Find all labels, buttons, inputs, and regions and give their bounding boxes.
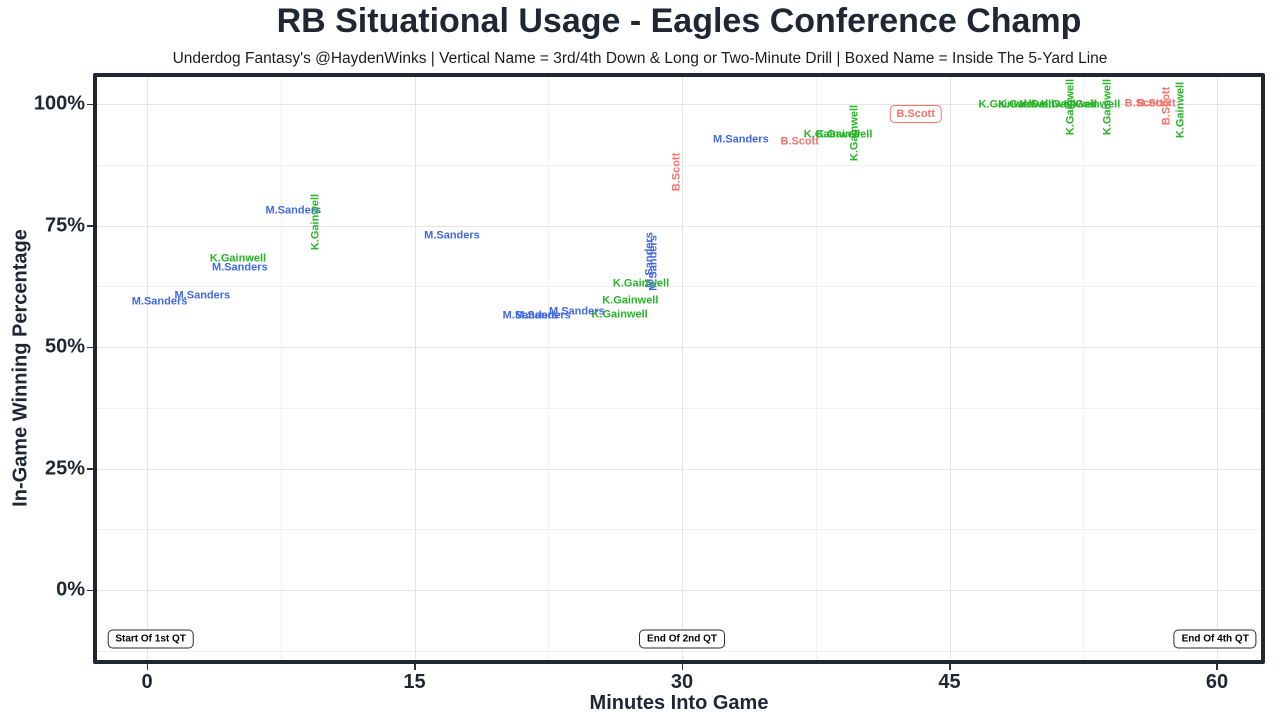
- y-tick-label: 75%: [44, 214, 85, 237]
- x-tick-mark: [1216, 664, 1218, 670]
- gridline-h-minor: [95, 286, 1263, 288]
- data-label: B.Scott: [889, 105, 942, 124]
- data-label: B.Scott: [1124, 97, 1164, 110]
- data-label: K.Gainwell: [1174, 81, 1187, 138]
- x-axis-title: Minutes Into Game: [589, 692, 769, 714]
- x-tick-label: 15: [403, 671, 426, 693]
- gridline-v-minor: [815, 75, 817, 662]
- gridline-v-major: [682, 75, 684, 662]
- gridline-v-major: [1216, 75, 1218, 662]
- chart-title: RB Situational Usage - Eagles Conference…: [276, 2, 1082, 40]
- y-tick-mark: [87, 468, 93, 470]
- data-label: K.Gainwell: [209, 252, 267, 265]
- y-tick-mark: [87, 225, 93, 227]
- y-tick-mark: [87, 346, 93, 349]
- x-tick-label: 30: [670, 671, 694, 693]
- x-tick-mark: [681, 664, 684, 670]
- gridline-h-major: [95, 590, 1263, 592]
- data-label: K.Gainwell: [816, 128, 873, 141]
- data-label: M.Sanders: [131, 295, 188, 308]
- y-axis-title: In-Game Winning Percentage: [9, 229, 32, 507]
- x-tick-label: 45: [938, 671, 961, 693]
- gridline-v-minor: [548, 75, 550, 662]
- gridline-v-major: [414, 75, 416, 662]
- data-label: K.Gainwell: [591, 308, 648, 321]
- data-label: B.Scott: [670, 152, 683, 192]
- y-tick-label: 0%: [56, 578, 85, 601]
- data-label: M.Sanders: [713, 133, 769, 146]
- data-label: K.Gainwell: [978, 98, 1035, 111]
- data-label: M.Sanders: [211, 261, 268, 274]
- gridline-h-minor: [95, 407, 1263, 409]
- quarter-annotation: End Of 4th QT: [1173, 629, 1257, 649]
- data-label: K.Gainwell: [1040, 98, 1098, 111]
- gridline-h-minor: [95, 529, 1263, 531]
- x-tick-label: 0: [141, 671, 153, 693]
- data-label: B.Scott: [1160, 86, 1173, 126]
- data-label: M.Sanders: [548, 305, 605, 318]
- data-label: M.Sanders: [515, 309, 571, 322]
- plot-area: M.Sanders K.Gainwell M.Sanders K.Gainwell M.…: [95, 75, 1263, 662]
- gridline-h-major: [95, 347, 1263, 349]
- x-tick-label: 60: [1205, 671, 1229, 693]
- gridline-v-major: [147, 75, 149, 662]
- data-label: M.Sanders: [174, 289, 231, 302]
- gridline-v-major: [949, 75, 951, 662]
- quarter-annotation: Start Of 1st QT: [107, 629, 194, 649]
- data-label: K.Gainwell: [1101, 78, 1114, 136]
- y-tick-label: 100%: [33, 92, 85, 115]
- y-tick-label: 50%: [44, 335, 85, 358]
- data-label: B.Scott: [1137, 97, 1176, 110]
- data-label: M.Sanders: [502, 309, 559, 322]
- data-label: K.Gainwell: [1064, 78, 1077, 136]
- gridline-h-major: [95, 104, 1263, 105]
- data-label: K.Gainwell: [1064, 98, 1121, 111]
- x-tick-mark: [949, 664, 951, 670]
- data-label: K.Gainwell: [602, 294, 659, 307]
- data-label: M.Sanders: [424, 229, 480, 242]
- x-tick-mark: [414, 664, 416, 670]
- data-label: M.Sanders: [265, 204, 322, 217]
- gridline-h-major: [95, 468, 1263, 470]
- gridline-h-minor: [95, 650, 1263, 652]
- data-label: K.Gainwell: [1019, 98, 1076, 111]
- data-label: B.Scott: [780, 135, 819, 148]
- data-label: K.Gainwell: [309, 193, 322, 251]
- y-tick-mark: [87, 589, 93, 592]
- y-tick-mark: [87, 103, 93, 105]
- gridline-h-minor: [95, 164, 1263, 166]
- gridline-v-minor: [280, 75, 282, 662]
- data-label: K.Gainwell: [848, 105, 861, 162]
- data-label: K.Gainwell: [612, 277, 670, 290]
- x-tick-mark: [146, 664, 149, 670]
- y-tick-label: 25%: [44, 457, 85, 480]
- data-label: K.Gainwell: [803, 128, 860, 141]
- chart-subtitle: Underdog Fantasy's @HaydenWinks | Vertic…: [172, 50, 1108, 67]
- gridline-h-major: [95, 225, 1263, 227]
- quarter-annotation: End Of 2nd QT: [639, 629, 726, 649]
- gridline-v-minor: [1083, 75, 1085, 662]
- data-label: K.Gainwell: [998, 98, 1055, 111]
